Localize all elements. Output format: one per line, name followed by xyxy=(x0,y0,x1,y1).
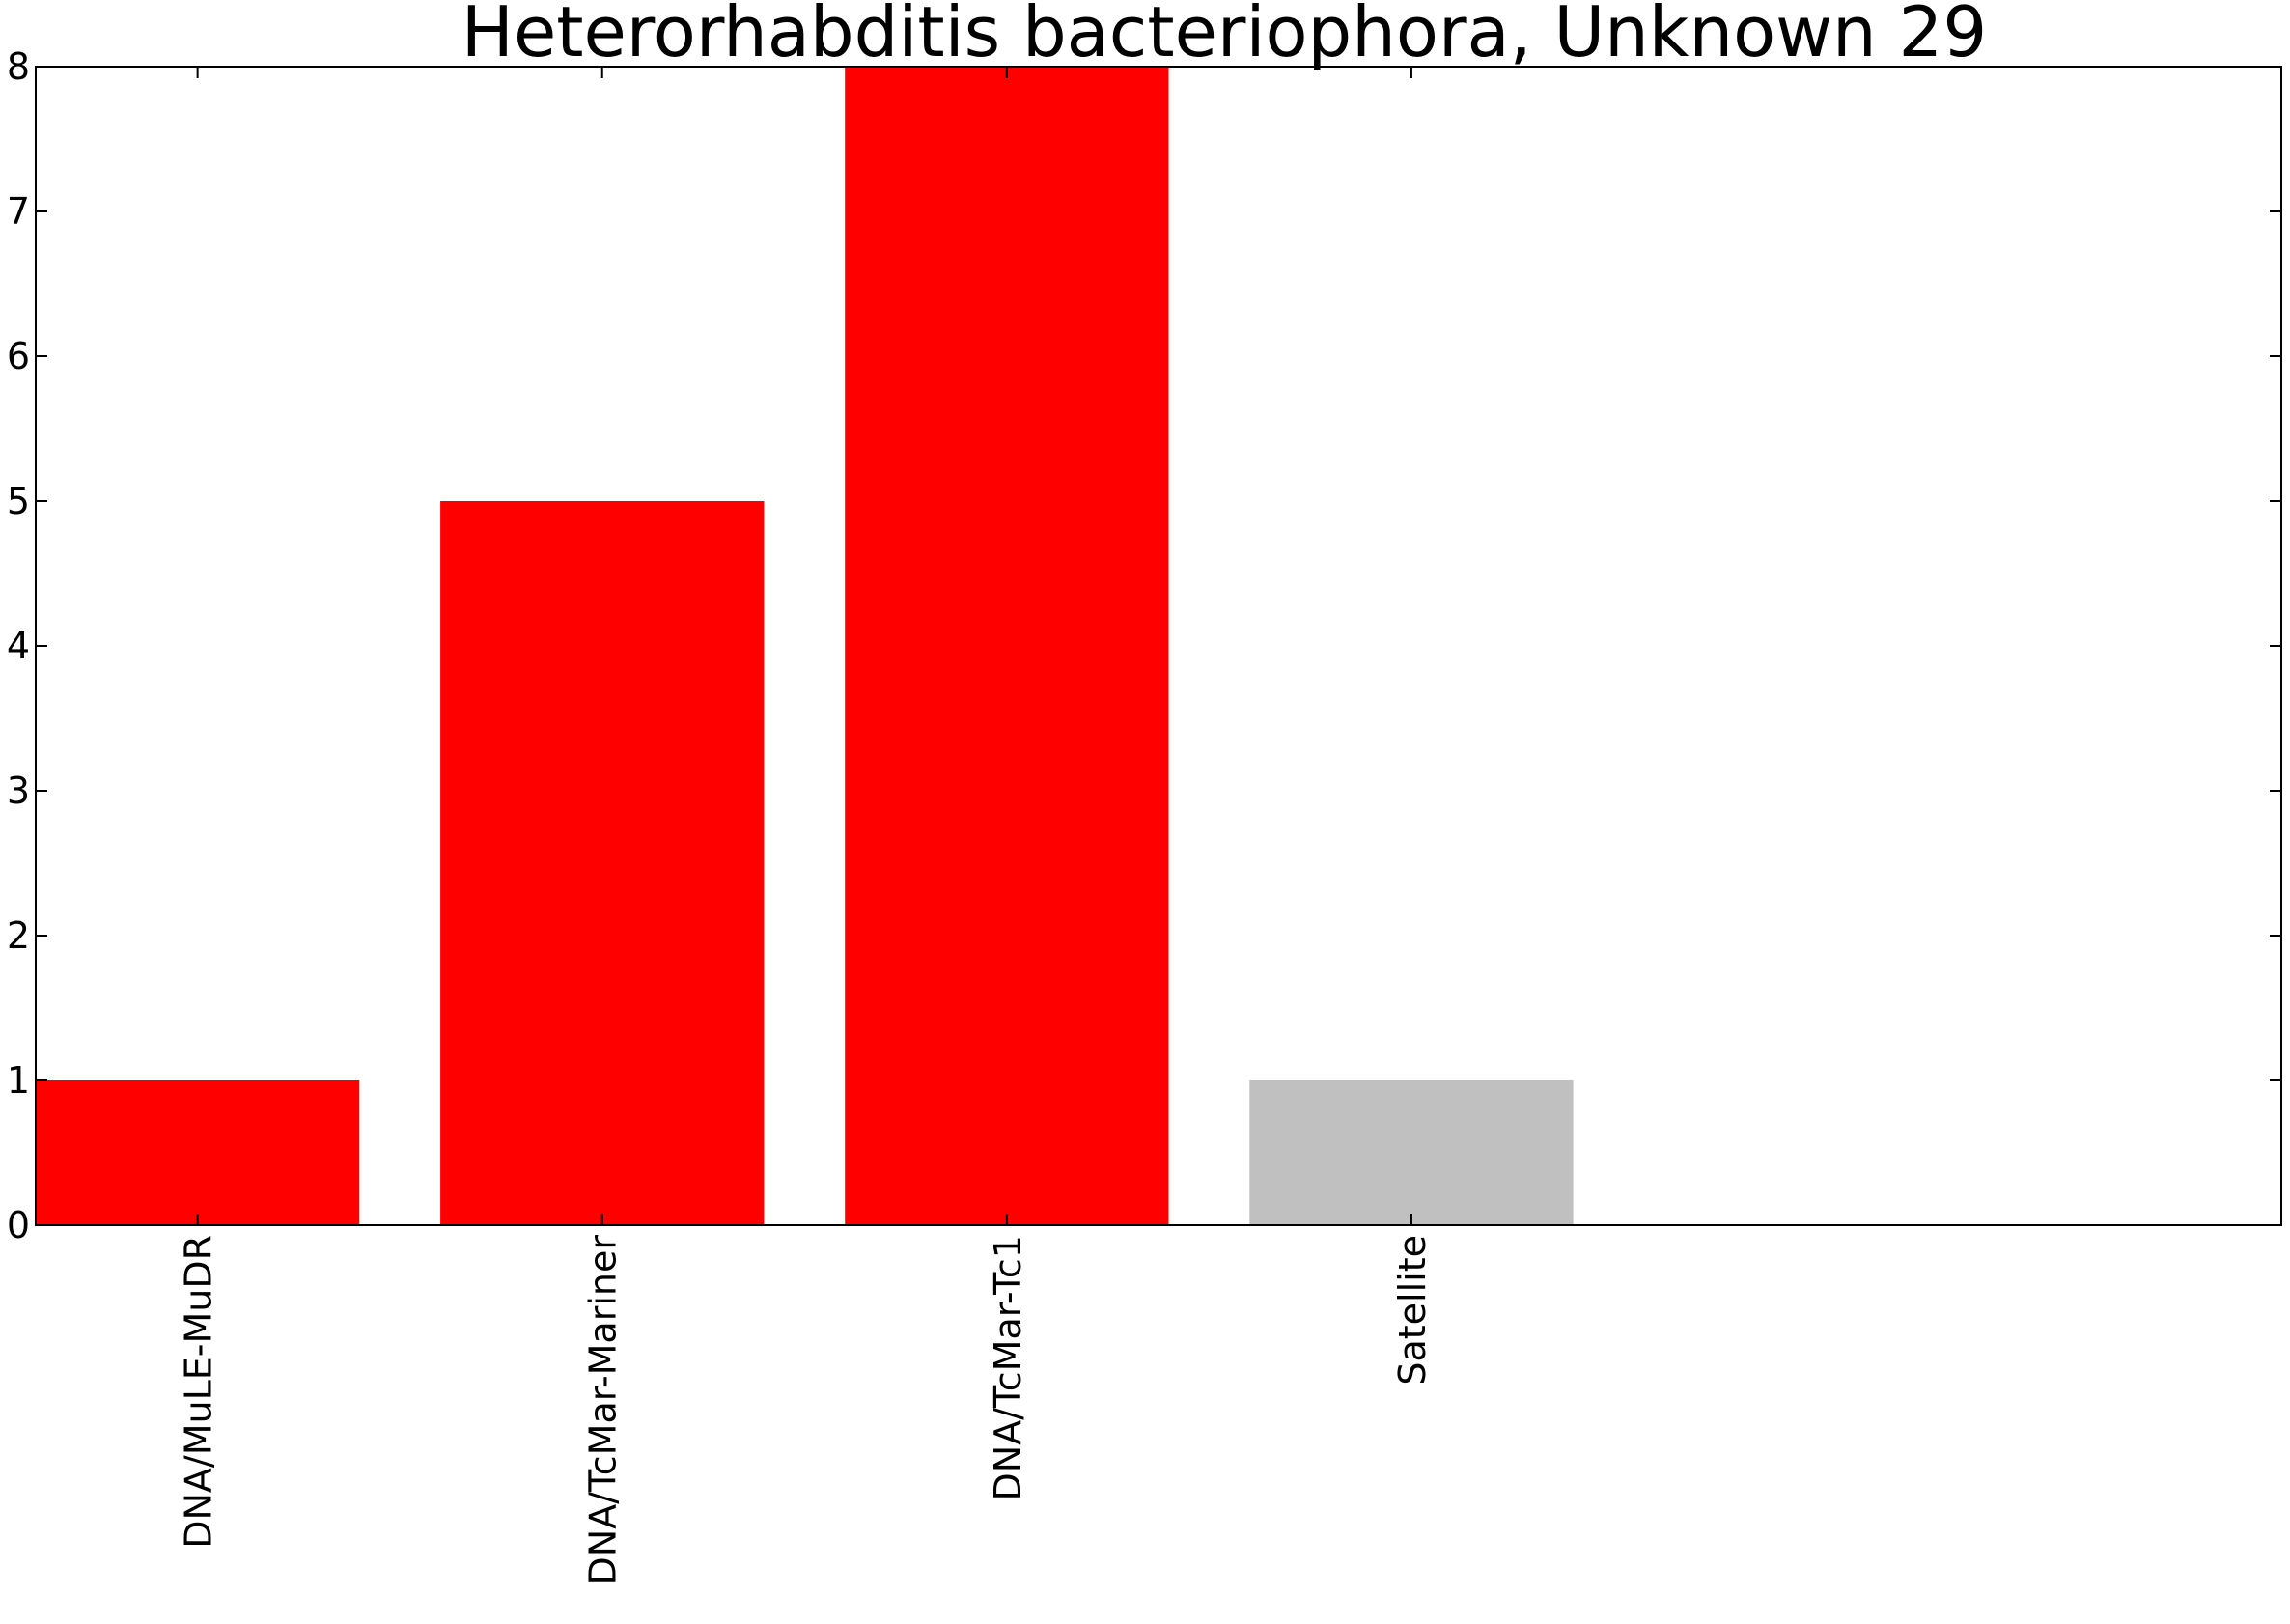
y-tick-label: 1 xyxy=(7,1059,30,1102)
x-tick-label: DNA/TcMar-Mariner xyxy=(582,1235,625,1585)
x-tick-label: DNA/TcMar-Tc1 xyxy=(987,1235,1029,1500)
y-tick-label: 7 xyxy=(7,190,30,233)
ticks-layer: 0 1 2 3 4 5 6 7 8 DNA/MuLE-MuDR DNA/TcMar-Mariner D… xyxy=(7,45,2281,1584)
x-tick-label: Satellite xyxy=(1391,1235,1434,1386)
y-tick-label: 0 xyxy=(7,1204,30,1246)
bar-satellite xyxy=(1249,1080,1574,1225)
chart-title: Heterorhabditis bacteriophora, Unknown 2… xyxy=(461,0,1987,72)
bars-layer xyxy=(36,67,1574,1225)
y-tick-label: 2 xyxy=(7,914,30,957)
y-tick-label: 6 xyxy=(7,335,30,378)
y-tick-label: 5 xyxy=(7,480,30,522)
y-tick-label: 3 xyxy=(7,770,30,812)
y-tick-label: 8 xyxy=(7,45,30,88)
bar-dna-mule-mudr xyxy=(36,1080,360,1225)
bar-dna-tcmar-mariner xyxy=(440,501,765,1225)
y-tick-label: 4 xyxy=(7,625,30,667)
bar-dna-tcmar-tc1 xyxy=(845,67,1169,1225)
plot-area-frame xyxy=(35,66,2282,1226)
x-tick-label: DNA/MuLE-MuDR xyxy=(178,1235,220,1549)
